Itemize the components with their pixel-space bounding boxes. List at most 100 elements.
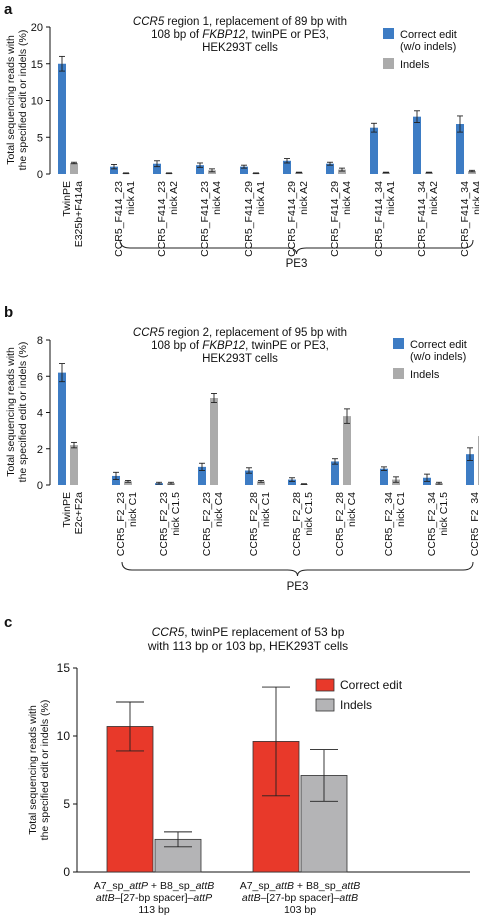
- legend-label: Indels: [410, 369, 440, 381]
- bar-correct-edit: [58, 372, 66, 485]
- x-tick-label: CCR5_F414_34nick A2: [416, 181, 440, 257]
- legend-label: Correct edit: [340, 678, 403, 692]
- y-tick-label: 5: [37, 132, 43, 144]
- chart-title-line: 108 bp of FKBP12, twinPE or PE3,: [151, 340, 329, 352]
- legend-label: Correct edit (w/o indels): [400, 29, 457, 53]
- legend-swatch: [393, 338, 404, 349]
- x-tick-label: CCR5_F2_28nick C4: [334, 492, 358, 556]
- x-tick-label: A7_sp_attB + B8_sp_attB: [240, 880, 361, 892]
- x-tick-label: CCR5_F414_29nick A2: [286, 181, 310, 257]
- chart-title-line: HEK293T cells: [202, 42, 278, 54]
- legend-label: Correct edit (w/o indels): [410, 339, 467, 363]
- bar-correct-edit: [413, 116, 421, 174]
- bar-correct-edit: [58, 63, 66, 174]
- bar-correct-edit: [112, 475, 120, 485]
- panel-letter: a: [4, 1, 13, 18]
- x-tick-label: CCR5_F2_28nick C1.5: [291, 492, 315, 556]
- x-tick-label: CCR5_F2_28nick C1: [248, 492, 272, 556]
- x-tick-label: TwinPEE2c+F2a: [61, 492, 85, 534]
- y-tick-label: 15: [31, 59, 43, 71]
- bar-correct-edit: [240, 166, 248, 174]
- bar-indels: [70, 162, 78, 174]
- legend-swatch: [383, 58, 394, 69]
- chart-title-line: 108 bp of FKBP12, twinPE or PE3,: [151, 29, 329, 41]
- panel-a: a CCR5 region 1, replacement of 89 bp wit…: [4, 1, 479, 270]
- legend-swatch: [393, 368, 404, 379]
- x-tick-label: 103 bp: [284, 904, 316, 916]
- panel-letter: c: [4, 614, 12, 631]
- y-tick-label: 2: [37, 444, 43, 456]
- y-tick-label: 6: [37, 371, 43, 383]
- y-tick-label: 10: [31, 96, 43, 108]
- y-tick-label: 15: [57, 661, 71, 675]
- x-tick-label: CCR5_F2_23nick C1.5: [158, 492, 182, 556]
- x-tick-label: CCR5_F2_34nick C4: [469, 492, 479, 556]
- chart-title-line: HEK293T cells: [202, 353, 278, 365]
- y-tick-label: 0: [63, 865, 70, 879]
- x-tick-label: CCR5_F2_23nick C4: [201, 492, 225, 556]
- bar-correct-edit: [370, 127, 378, 174]
- group-label: PE3: [286, 258, 308, 270]
- chart-title-line: CCR5 region 2, replacement of 95 bp with: [133, 327, 347, 339]
- bar-correct-edit: [331, 461, 339, 485]
- y-axis-label: Total sequencing reads withthe specified…: [27, 700, 51, 841]
- y-tick-label: 8: [37, 335, 43, 347]
- x-tick-label: CCR5_F414_29nick A4: [329, 181, 353, 257]
- x-tick-label: CCR5_F414_34nick A4: [459, 181, 479, 257]
- x-tick-label: CCR5_F414_23nick A1: [113, 181, 137, 257]
- chart-title-line: with 113 bp or 103 bp, HEK293T cells: [147, 639, 348, 653]
- x-tick-label: 113 bp: [138, 904, 169, 916]
- x-tick-label: attB–[27-bp spacer]–attB: [242, 892, 358, 904]
- chart-title-line: CCR5 region 1, replacement of 89 bp with: [133, 16, 347, 28]
- x-tick-label: CCR5_F2_23nick C1: [115, 492, 139, 556]
- x-tick-label: CCR5_F414_29nick A1: [243, 181, 267, 257]
- y-tick-label: 10: [57, 729, 71, 743]
- legend-label: Indels: [340, 698, 372, 712]
- bar-correct-edit: [326, 163, 334, 174]
- x-tick-label: CCR5_F414_34nick A1: [373, 181, 397, 257]
- bar-correct-edit: [110, 166, 118, 174]
- bar-indels: [210, 398, 218, 485]
- y-tick-label: 0: [37, 169, 43, 181]
- x-tick-label: TwinPEE325b+F414a: [61, 181, 85, 247]
- bar-indels: [124, 481, 132, 485]
- y-axis-label: Total sequencing reads withthe specified…: [5, 30, 29, 171]
- panel-b: b CCR5 region 2, replacement of 95 bp wit…: [4, 304, 479, 593]
- group-label: PE3: [287, 581, 309, 593]
- bar-correct-edit: [466, 454, 474, 485]
- bar-correct-edit: [380, 468, 388, 485]
- y-tick-label: 20: [31, 22, 43, 34]
- bar-indels: [257, 481, 265, 485]
- x-tick-label: CCR5_F414_23nick A4: [199, 181, 223, 257]
- bar-correct-edit: [196, 165, 204, 174]
- pe3-bracket: [121, 561, 474, 577]
- legend-label: Indels: [400, 59, 430, 71]
- y-axis-label: Total sequencing reads withthe specified…: [5, 342, 29, 483]
- bar-correct-edit: [198, 466, 206, 485]
- chart-title-line: CCR5, twinPE replacement of 53 bp: [152, 625, 345, 639]
- bar-indels: [70, 445, 78, 485]
- bar-correct-edit: [288, 479, 296, 485]
- x-tick-label: CCR5_F414_23nick A2: [156, 181, 180, 257]
- panel-letter: b: [4, 304, 13, 321]
- y-tick-label: 5: [63, 797, 70, 811]
- bar-indels: [343, 416, 351, 485]
- legend-swatch: [315, 698, 335, 712]
- legend-swatch: [383, 28, 394, 39]
- x-tick-label: CCR5_F2_34nick C1: [383, 492, 407, 556]
- y-tick-label: 4: [37, 408, 43, 420]
- bar-correct-edit: [153, 163, 161, 174]
- bar-correct-edit: [283, 160, 291, 174]
- pe3-bracket: [119, 239, 474, 255]
- legend-swatch: [315, 678, 335, 692]
- bar-indels: [468, 171, 476, 174]
- bar-indels: [338, 169, 346, 174]
- y-tick-label: 0: [37, 480, 43, 492]
- x-tick-label: attB–[27-bp spacer]–attP: [96, 892, 212, 904]
- x-tick-label: A7_sp_attP + B8_sp_attB: [94, 880, 215, 892]
- bar-correct-edit: [456, 124, 464, 174]
- x-tick-label: CCR5_F2_34nick C1.5: [426, 492, 450, 556]
- bar-correct-edit: [245, 470, 253, 485]
